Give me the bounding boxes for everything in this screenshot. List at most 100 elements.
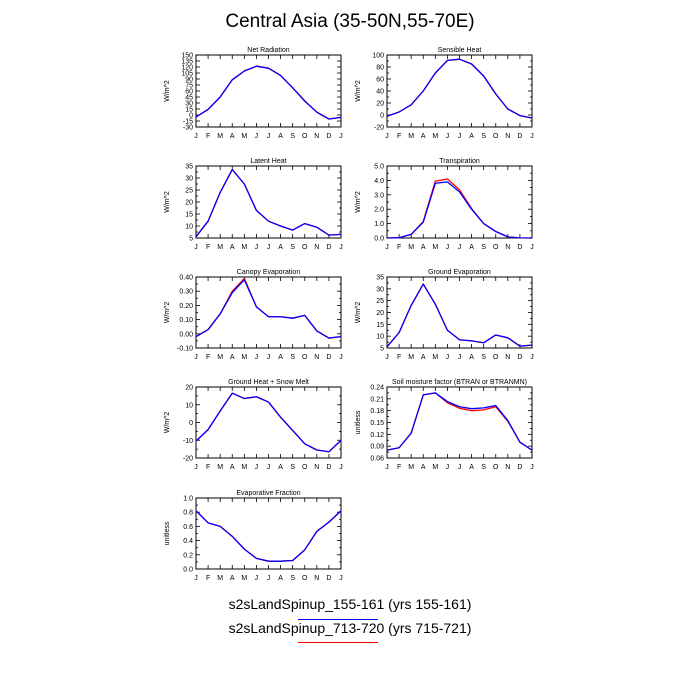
- x-tick-label: A: [278, 464, 283, 471]
- x-tick-label: J: [530, 133, 534, 140]
- y-tick-label: 30: [185, 176, 193, 183]
- y-tick-label: 0.2: [183, 552, 193, 559]
- plot-frame: [195, 165, 342, 239]
- x-tick-label: J: [458, 354, 462, 361]
- y-tick-label: 105: [181, 71, 193, 78]
- x-tick-label: J: [446, 133, 450, 140]
- y-tick-label: 0.18: [370, 408, 384, 415]
- x-tick-label: J: [446, 464, 450, 471]
- x-tick-label: A: [230, 464, 235, 471]
- x-tick-label: A: [421, 464, 426, 471]
- series-line-run2: [386, 58, 533, 119]
- x-tick-label: F: [397, 244, 401, 251]
- x-tick-label: J: [458, 244, 462, 251]
- x-tick-label: F: [206, 575, 210, 582]
- series-line-run2: [195, 277, 342, 339]
- x-tick-label: M: [408, 133, 414, 140]
- y-tick-label: 10: [185, 224, 193, 231]
- y-tick-label: 5: [189, 236, 193, 243]
- series-line-run1: [195, 65, 342, 120]
- panel-9: Evaporative Fraction unitless 0.0 0.2 0.4 0.6…: [164, 490, 343, 582]
- x-tick-label: O: [493, 133, 499, 140]
- x-tick-label: F: [397, 354, 401, 361]
- y-tick-label: 10: [185, 402, 193, 409]
- x-tick-label: J: [267, 244, 271, 251]
- series-line-run2: [386, 178, 533, 239]
- y-tick-label: 45: [185, 95, 193, 102]
- x-tick-label: J: [194, 354, 198, 361]
- x-tick-label: A: [230, 244, 235, 251]
- y-tick-label: 0.6: [183, 524, 193, 531]
- y-tick-label: 0.40: [179, 275, 193, 282]
- panel-title: Net Radiation: [247, 47, 290, 54]
- x-tick-label: J: [194, 133, 198, 140]
- x-tick-label: J: [339, 354, 343, 361]
- y-tick-label: 0.15: [370, 420, 384, 427]
- x-tick-label: S: [290, 133, 295, 140]
- x-tick-label: A: [230, 133, 235, 140]
- legend-swatch-run2: [298, 642, 378, 643]
- x-tick-label: J: [267, 354, 271, 361]
- x-tick-label: D: [517, 354, 522, 361]
- y-tick-label: 10: [376, 334, 384, 341]
- y-tick-label: 60: [376, 77, 384, 84]
- x-tick-label: J: [255, 354, 259, 361]
- y-tick-label: 25: [185, 188, 193, 195]
- y-tick-label: -30: [183, 125, 193, 132]
- plot-frame: [386, 386, 533, 459]
- x-tick-label: J: [194, 464, 198, 471]
- x-tick-label: J: [339, 575, 343, 582]
- x-tick-label: J: [339, 464, 343, 471]
- y-tick-label: 0.0: [374, 236, 384, 243]
- x-tick-label: A: [421, 133, 426, 140]
- plot-frame: [195, 54, 342, 128]
- x-tick-label: N: [505, 354, 510, 361]
- y-tick-label: 3.0: [374, 192, 384, 199]
- y-tick-label: 15: [376, 322, 384, 329]
- x-tick-label: M: [217, 244, 223, 251]
- panel-title: Ground Heat + Snow Melt: [228, 379, 309, 386]
- panel-5: Canopy Evaporation W/m^2 -0.10 0.00 0.10 0.20…: [164, 269, 343, 361]
- x-tick-label: N: [314, 575, 319, 582]
- x-tick-label: M: [432, 464, 438, 471]
- legend-entry-run2: s2sLandSpinup_713-720 (yrs 715-721): [228, 620, 472, 636]
- x-tick-label: M: [432, 244, 438, 251]
- x-tick-label: O: [302, 464, 308, 471]
- y-tick-label: 20: [376, 310, 384, 317]
- x-tick-label: J: [530, 464, 534, 471]
- page-title: Central Asia (35-50N,55-70E): [225, 11, 475, 32]
- y-axis-label: W/m^2: [164, 302, 171, 324]
- x-tick-label: F: [206, 354, 210, 361]
- x-tick-label: N: [314, 244, 319, 251]
- y-axis-label: W/m^2: [164, 191, 171, 213]
- x-tick-label: A: [421, 354, 426, 361]
- y-tick-label: -10: [183, 438, 193, 445]
- y-tick-label: 35: [185, 164, 193, 171]
- y-tick-label: 20: [185, 200, 193, 207]
- x-tick-label: A: [469, 244, 474, 251]
- y-tick-label: 0: [189, 420, 193, 427]
- x-tick-label: S: [481, 354, 486, 361]
- x-tick-label: J: [530, 354, 534, 361]
- y-tick-label: 0: [189, 113, 193, 120]
- x-tick-label: O: [493, 464, 499, 471]
- panel-8: Soil moisture factor (BTRAN or BTRANMN) u…: [355, 379, 534, 471]
- x-tick-label: M: [241, 354, 247, 361]
- x-tick-label: S: [290, 354, 295, 361]
- y-tick-label: 0.09: [370, 444, 384, 451]
- x-tick-label: J: [255, 244, 259, 251]
- x-tick-label: A: [421, 244, 426, 251]
- x-tick-label: M: [408, 244, 414, 251]
- x-tick-label: J: [255, 133, 259, 140]
- panel-title: Latent Heat: [250, 158, 286, 165]
- y-tick-label: 80: [376, 65, 384, 72]
- x-tick-label: J: [385, 464, 389, 471]
- x-tick-label: F: [206, 464, 210, 471]
- x-tick-label: O: [493, 244, 499, 251]
- y-tick-label: -20: [374, 125, 384, 132]
- y-tick-label: 0.00: [179, 331, 193, 338]
- plot-frame: [195, 497, 342, 570]
- series-line-run1: [195, 510, 342, 562]
